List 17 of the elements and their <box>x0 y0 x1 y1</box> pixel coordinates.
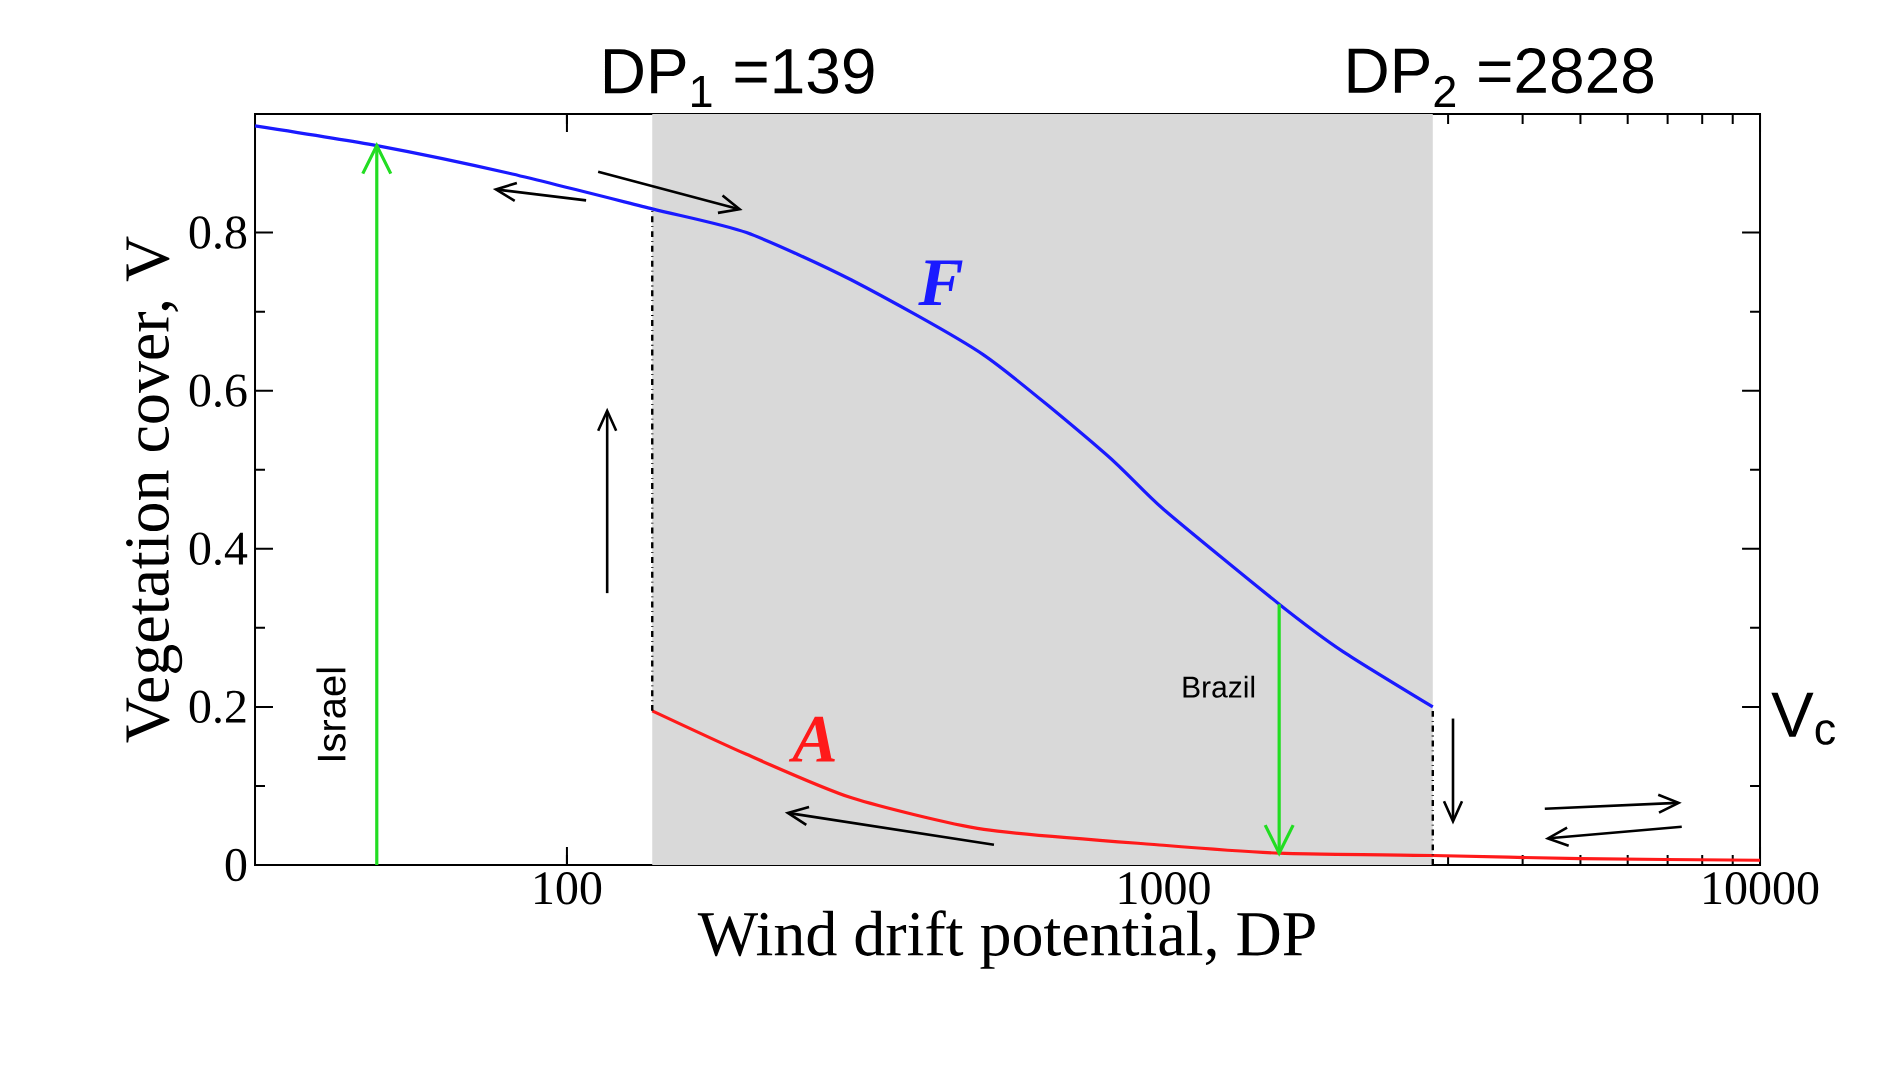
text: V$_{c}$ <box>1771 692 1835 745</box>
y-tick-label: 0.4 <box>189 532 248 566</box>
x-axis-title: Wind drift potential, DP <box>697 910 1315 969</box>
series-label: F <box>918 260 963 305</box>
series-label: A <box>788 716 835 762</box>
x-tick-label: 100 <box>535 872 602 905</box>
annotation: Israel <box>316 668 346 760</box>
y-axis-title: Vegetation cover, V <box>126 236 183 743</box>
y-tick-label: 0.2 <box>189 690 246 724</box>
y-tick-label: 0.8 <box>189 216 247 249</box>
y-tick-label: 0 <box>225 848 247 882</box>
annotation: Brazil <box>1183 675 1255 698</box>
y-tick-label: 0.6 <box>189 374 247 408</box>
x-tick-label: 10000 <box>1704 872 1819 905</box>
text: DP$_{2}$ =2828 <box>1348 48 1654 107</box>
text: DP$_{1}$ =139 <box>604 48 874 107</box>
x-tick-label: 1000 <box>1119 872 1210 905</box>
